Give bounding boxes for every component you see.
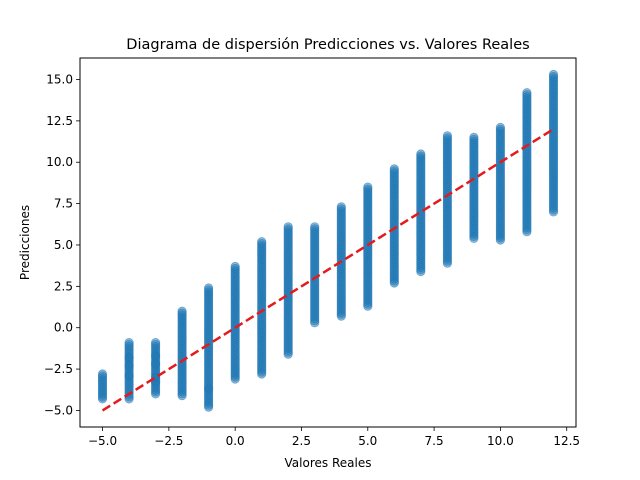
points-layer — [97, 69, 559, 412]
scatter-point — [204, 384, 214, 394]
x-tick-label: 5.0 — [358, 434, 377, 448]
reference-line-layer — [101, 128, 555, 412]
scatter-point — [389, 164, 399, 174]
y-tick-label: 12.5 — [46, 114, 73, 128]
scatter-point — [283, 222, 293, 232]
x-tick-label: −5.0 — [88, 434, 117, 448]
scatter-point — [230, 261, 240, 272]
scatter-point — [151, 351, 161, 361]
x-axis-title: Valores Reales — [285, 456, 372, 470]
y-tick-label: 7.5 — [54, 197, 73, 211]
plot-frame — [79, 57, 577, 428]
y-tick-label: −2.5 — [44, 362, 73, 376]
x-tick-label: 12.5 — [553, 434, 580, 448]
scatter-point — [151, 359, 161, 369]
scatter-point — [469, 132, 479, 142]
scatter-point — [310, 222, 320, 232]
reference-line — [101, 128, 555, 412]
scatter-point — [177, 306, 187, 316]
x-tick-label: 10.0 — [487, 434, 514, 448]
x-tick-label: 2.5 — [292, 434, 311, 448]
scatter-point — [548, 69, 559, 80]
scatter-point — [124, 371, 134, 381]
scatter-point — [416, 149, 426, 159]
scatter-point — [257, 237, 267, 247]
scatter-point — [124, 361, 134, 371]
x-tick-label: −2.5 — [154, 434, 183, 448]
y-axis: −5.0 −2.5 0.0 2.5 5.0 7.5 10.0 12.5 15.0 — [44, 73, 80, 417]
scatter-point — [124, 337, 134, 348]
x-tick-label: 7.5 — [425, 434, 444, 448]
scatter-point — [97, 369, 108, 379]
y-tick-label: 5.0 — [54, 238, 73, 252]
x-axis: −5.0 −2.5 0.0 2.5 5.0 7.5 10.0 12.5 — [88, 427, 580, 448]
y-tick-label: 0.0 — [54, 321, 73, 335]
y-tick-label: 10.0 — [46, 155, 73, 169]
chart-title: Diagrama de dispersión Predicciones vs. … — [126, 37, 529, 53]
scatter-point — [363, 182, 373, 192]
x-tick-label: 0.0 — [226, 434, 245, 448]
scatter-point — [124, 352, 134, 363]
scatter-point — [151, 337, 161, 348]
scatter-point — [442, 131, 452, 141]
scatter-point — [336, 202, 346, 212]
scatter-point — [204, 283, 214, 293]
scatter-point — [495, 122, 505, 133]
y-tick-label: −5.0 — [44, 403, 73, 417]
y-tick-label: 15.0 — [46, 73, 73, 87]
y-axis-title: Predicciones — [18, 205, 32, 280]
scatter-point — [522, 88, 532, 98]
y-tick-label: 2.5 — [54, 279, 73, 293]
